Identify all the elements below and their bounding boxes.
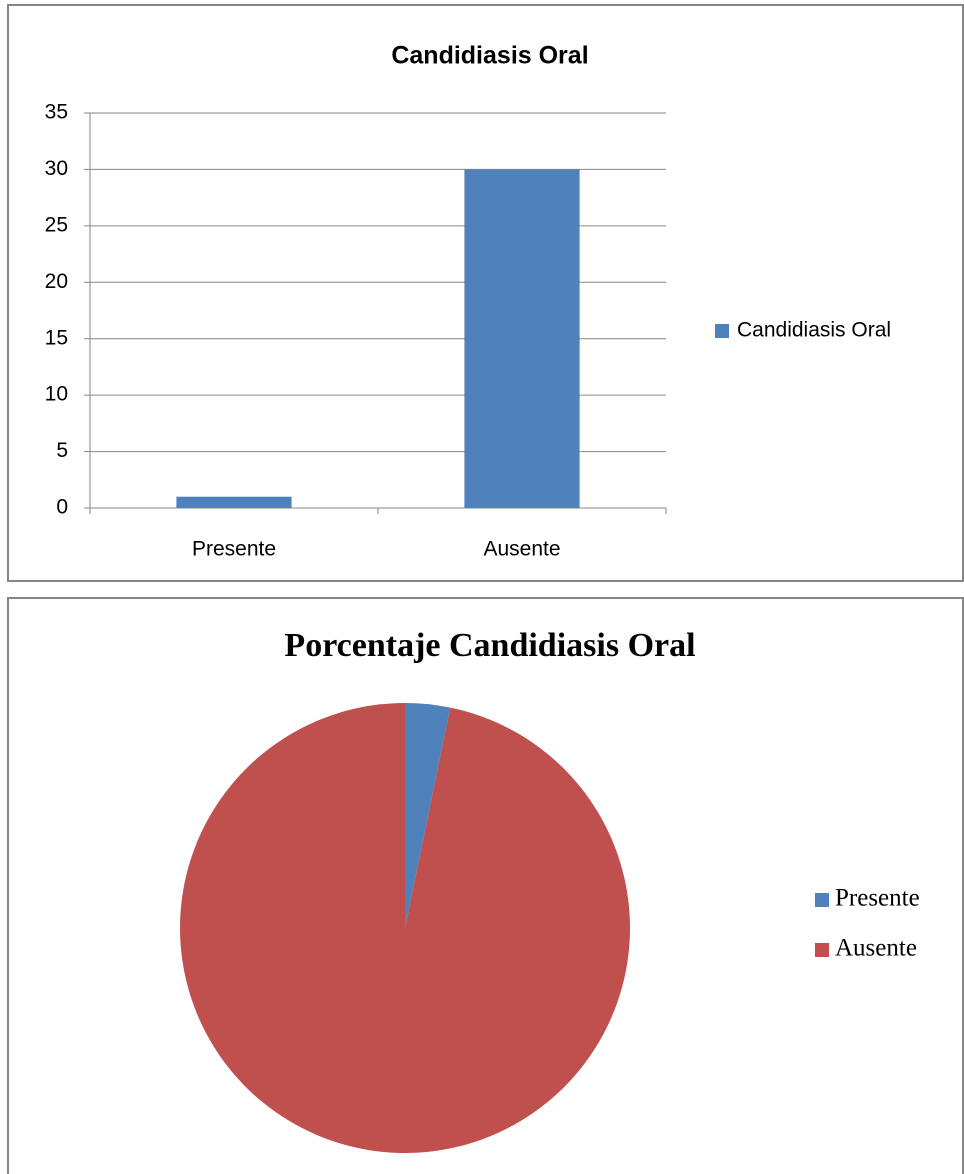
legend-label: Candidiasis Oral bbox=[737, 319, 891, 342]
y-tick-label: 10 bbox=[45, 383, 68, 406]
x-tick-label: Presente bbox=[192, 538, 276, 561]
legend-swatch bbox=[815, 893, 829, 907]
bar bbox=[176, 496, 292, 508]
y-tick-label: 30 bbox=[45, 157, 68, 180]
x-tick-label: Ausente bbox=[483, 538, 560, 561]
y-tick-label: 15 bbox=[45, 326, 68, 349]
y-tick-label: 0 bbox=[56, 496, 68, 519]
pie-slice bbox=[405, 703, 451, 928]
chart-title: Candidiasis Oral bbox=[391, 42, 588, 70]
legend-swatch bbox=[715, 324, 729, 338]
chart-title: Porcentaje Candidiasis Oral bbox=[284, 627, 695, 664]
bar bbox=[464, 169, 580, 508]
pie-slice bbox=[179, 703, 630, 1153]
y-tick-label: 5 bbox=[56, 439, 68, 462]
legend-label: Presente bbox=[835, 885, 920, 912]
y-tick-label: 25 bbox=[45, 213, 68, 236]
y-tick-label: 35 bbox=[45, 101, 68, 124]
y-tick-label: 20 bbox=[45, 270, 68, 293]
legend-swatch bbox=[815, 943, 829, 957]
legend-label: Ausente bbox=[835, 935, 917, 962]
